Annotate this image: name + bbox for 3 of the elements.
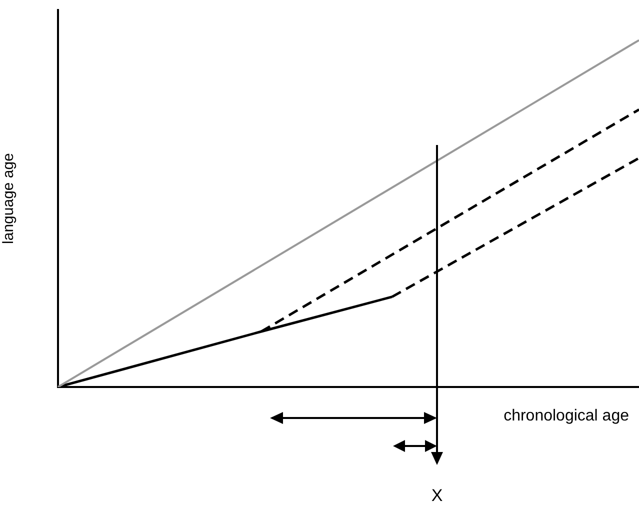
text: X	[430, 486, 444, 506]
y-axis-title: language age	[0, 153, 18, 244]
x-axis-title: chronological age	[504, 407, 630, 424]
